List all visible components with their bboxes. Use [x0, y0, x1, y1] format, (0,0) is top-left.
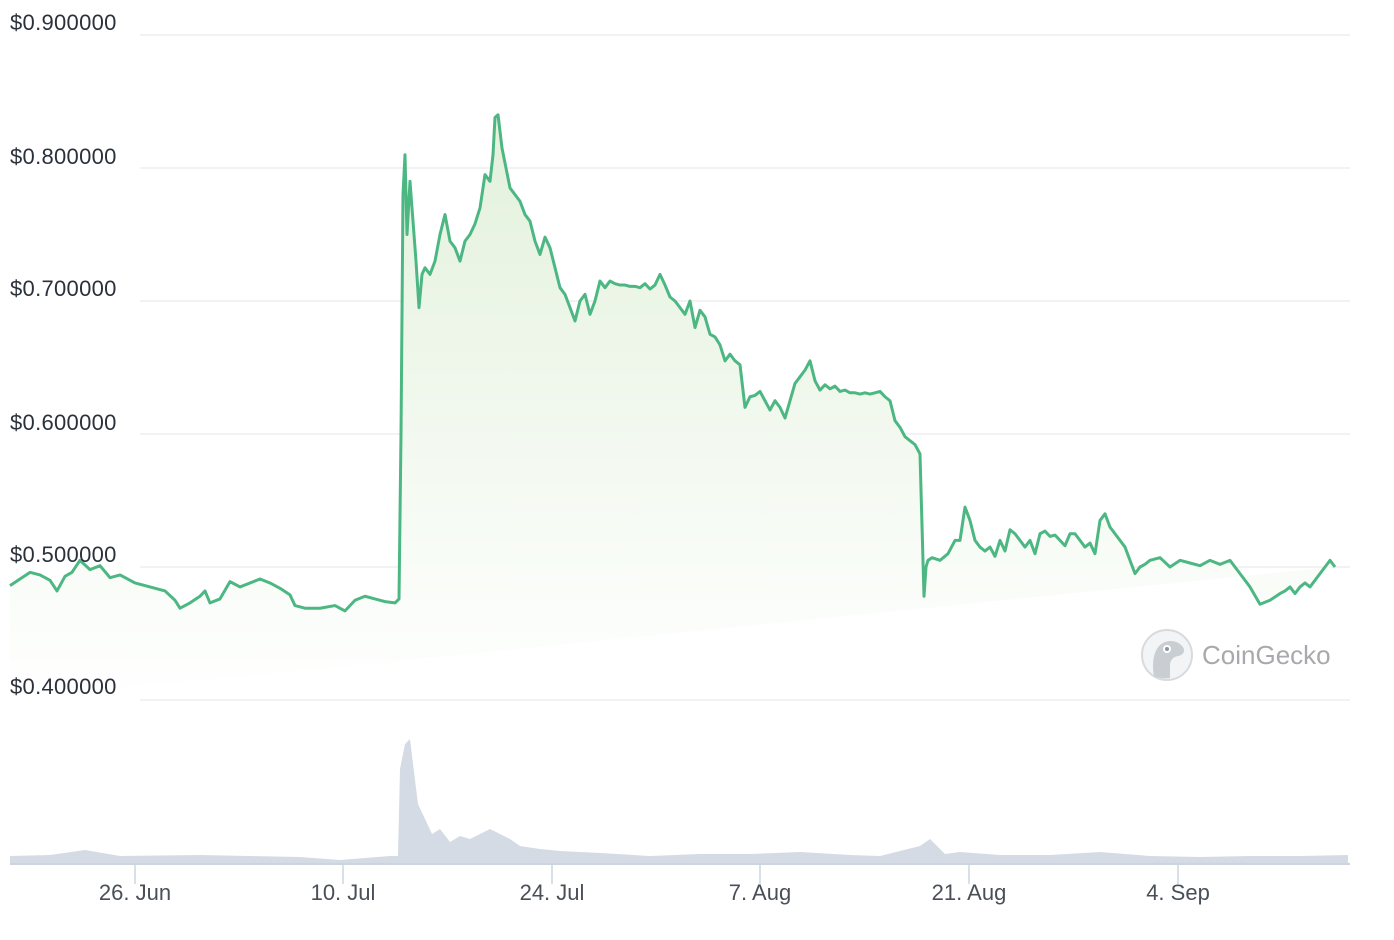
watermark-text: CoinGecko: [1202, 639, 1331, 670]
x-tick-label: 10. Jul: [310, 880, 376, 905]
x-tick-label: 21. Aug: [931, 880, 1007, 905]
x-tick-label: 4. Sep: [1146, 880, 1210, 905]
x-tick-label: 24. Jul: [519, 880, 585, 905]
y-tick-label: $0.600000: [10, 410, 117, 435]
y-tick-label: $0.400000: [10, 674, 117, 699]
y-tick-label: $0.700000: [10, 276, 117, 301]
coingecko-logo-icon: [1141, 629, 1193, 681]
price-area: [10, 114, 1335, 701]
x-ticks: [134, 864, 1179, 884]
price-line: [9, 113, 1337, 613]
x-tick-label: 7. Aug: [728, 880, 792, 905]
volume-bars: [10, 739, 1348, 864]
y-tick-label: $0.500000: [10, 542, 117, 567]
coingecko-watermark: CoinGecko: [1140, 628, 1331, 682]
y-tick-label: $0.800000: [10, 144, 117, 169]
x-tick-label: 26. Jun: [98, 880, 172, 905]
y-tick-label: $0.900000: [10, 10, 117, 35]
